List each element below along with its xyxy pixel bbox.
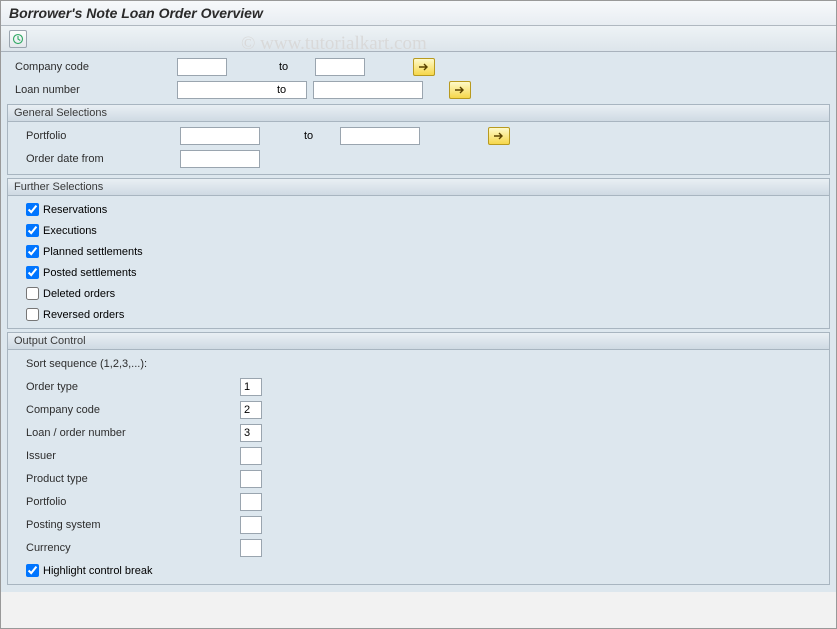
further-selections-group: Further Selections Reservations Execution… — [7, 178, 830, 329]
sort-order-input[interactable] — [240, 493, 262, 511]
highlight-checkbox[interactable] — [26, 564, 39, 577]
further-label: Reversed orders — [43, 309, 124, 321]
company-code-from[interactable] — [177, 58, 227, 76]
sort-order-input[interactable] — [240, 447, 262, 465]
portfolio-row: Portfolio to — [10, 125, 827, 147]
further-checkbox[interactable] — [26, 287, 39, 300]
loan-number-to[interactable] — [313, 81, 423, 99]
multiple-selection-button[interactable] — [488, 127, 510, 145]
further-item-row: Posted settlements — [10, 262, 827, 283]
output-field-label: Posting system — [10, 519, 240, 531]
output-field-row: Portfolio — [10, 491, 827, 513]
sort-sequence-header: Sort sequence (1,2,3,...): — [10, 353, 827, 375]
sort-order-input[interactable] — [240, 516, 262, 534]
order-date-from[interactable] — [180, 150, 260, 168]
loan-number-row: Loan number to — [7, 79, 830, 101]
loan-number-label: Loan number — [7, 84, 177, 96]
further-checkbox[interactable] — [26, 266, 39, 279]
output-field-row: Currency — [10, 537, 827, 559]
output-field-row: Loan / order number — [10, 422, 827, 444]
arrow-right-icon — [418, 62, 430, 72]
further-label: Executions — [43, 225, 97, 237]
further-label: Reservations — [43, 204, 107, 216]
company-code-to[interactable] — [315, 58, 365, 76]
further-item-row: Reversed orders — [10, 304, 827, 325]
to-label: to — [300, 130, 340, 142]
arrow-right-icon — [493, 131, 505, 141]
further-checkbox[interactable] — [26, 224, 39, 237]
general-selections-group: General Selections Portfolio to Order da… — [7, 104, 830, 175]
portfolio-from[interactable] — [180, 127, 260, 145]
sort-order-input[interactable] — [240, 378, 262, 396]
further-checkbox[interactable] — [26, 245, 39, 258]
output-control-group: Output Control Sort sequence (1,2,3,...)… — [7, 332, 830, 585]
further-label: Planned settlements — [43, 246, 143, 258]
toolbar — [1, 26, 836, 52]
company-code-row: Company code to — [7, 56, 830, 78]
further-checkbox[interactable] — [26, 203, 39, 216]
order-date-label: Order date from — [10, 153, 180, 165]
arrow-right-icon — [454, 85, 466, 95]
further-item-row: Deleted orders — [10, 283, 827, 304]
output-field-row: Product type — [10, 468, 827, 490]
company-code-label: Company code — [7, 61, 177, 73]
order-date-row: Order date from — [10, 148, 827, 170]
output-field-row: Company code — [10, 399, 827, 421]
clock-execute-icon — [12, 33, 24, 45]
output-field-row: Posting system — [10, 514, 827, 536]
multiple-selection-button[interactable] — [413, 58, 435, 76]
output-field-row: Issuer — [10, 445, 827, 467]
group-title: Output Control — [8, 333, 829, 350]
output-field-label: Loan / order number — [10, 427, 240, 439]
output-field-row: Order type — [10, 376, 827, 398]
further-item-row: Executions — [10, 220, 827, 241]
output-field-label: Company code — [10, 404, 240, 416]
output-field-label: Portfolio — [10, 496, 240, 508]
sort-order-input[interactable] — [240, 424, 262, 442]
output-field-label: Product type — [10, 473, 240, 485]
highlight-label: Highlight control break — [43, 565, 152, 577]
output-field-label: Order type — [10, 381, 240, 393]
output-field-label: Issuer — [10, 450, 240, 462]
to-label: to — [275, 61, 315, 73]
group-title: General Selections — [8, 105, 829, 122]
group-title: Further Selections — [8, 179, 829, 196]
to-label: to — [273, 84, 313, 96]
further-item-row: Planned settlements — [10, 241, 827, 262]
page-title: Borrower's Note Loan Order Overview — [1, 1, 836, 26]
selection-screen: Company code to Loan number to General S… — [1, 52, 836, 592]
further-label: Posted settlements — [43, 267, 137, 279]
execute-button[interactable] — [9, 30, 27, 48]
further-checkbox[interactable] — [26, 308, 39, 321]
multiple-selection-button[interactable] — [449, 81, 471, 99]
further-label: Deleted orders — [43, 288, 115, 300]
output-field-label: Currency — [10, 542, 240, 554]
further-item-row: Reservations — [10, 199, 827, 220]
portfolio-to[interactable] — [340, 127, 420, 145]
sort-order-input[interactable] — [240, 539, 262, 557]
highlight-row: Highlight control break — [10, 560, 827, 581]
sort-sequence-label: Sort sequence (1,2,3,...): — [10, 358, 270, 370]
portfolio-label: Portfolio — [10, 130, 180, 142]
sort-order-input[interactable] — [240, 401, 262, 419]
sort-order-input[interactable] — [240, 470, 262, 488]
